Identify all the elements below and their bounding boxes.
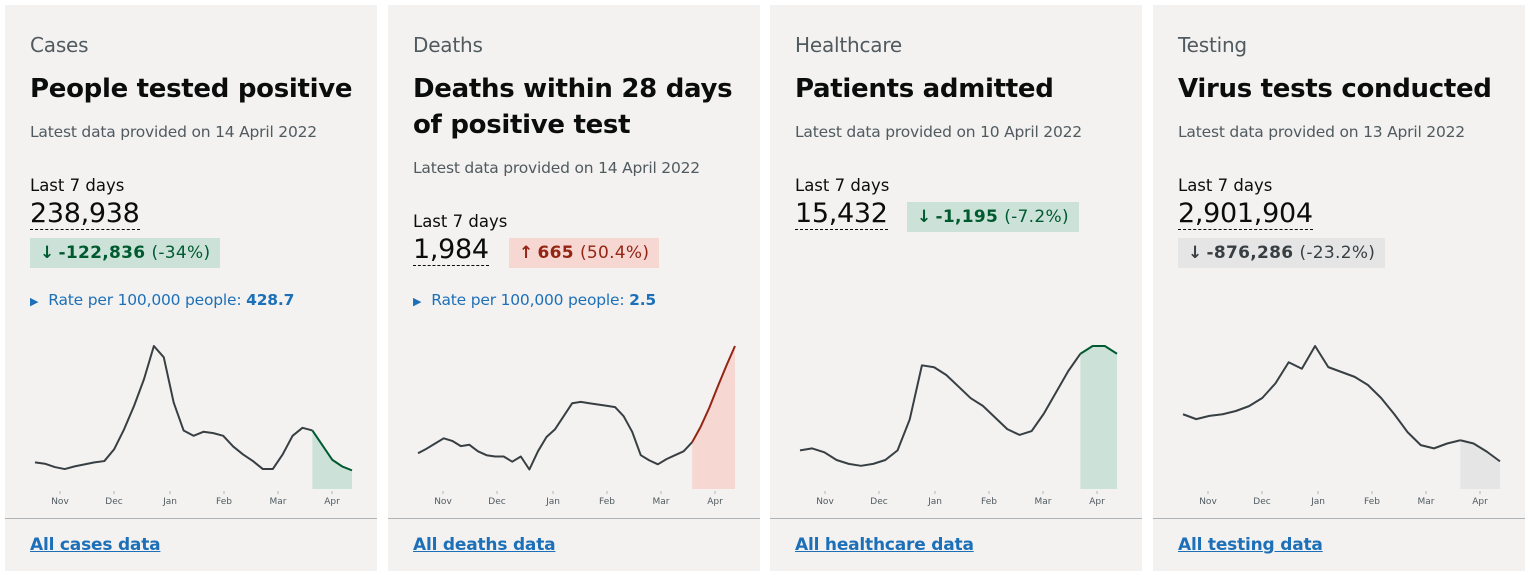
- change-percent: (50.4%): [579, 243, 650, 263]
- change-badge: ↓ -122,836 (-34%): [30, 238, 221, 268]
- x-tick-label: Jan: [1310, 497, 1325, 507]
- card-title[interactable]: Virus tests conducted: [1178, 74, 1492, 104]
- x-tick-label: Mar: [1418, 497, 1435, 507]
- all-testing-data-link[interactable]: All testing data: [1178, 535, 1323, 555]
- last-7-days-label: Last 7 days: [30, 176, 125, 195]
- x-tick-label: Dec: [488, 497, 505, 507]
- x-tick-label: Feb: [981, 497, 997, 507]
- x-tick-label: Dec: [870, 497, 887, 507]
- divider: [770, 518, 1142, 519]
- card-title[interactable]: Patients admitted: [795, 74, 1054, 104]
- card-cases: Cases People tested positive Latest data…: [5, 5, 377, 571]
- last-7-days-line: [1079, 345, 1118, 355]
- arrow-up-icon: ↑: [519, 243, 534, 263]
- card-caption: Cases: [30, 33, 89, 57]
- rate-toggle[interactable]: ▶ Rate per 100,000 people: 428.7: [30, 291, 294, 309]
- latest-data-text: Latest data provided on 14 April 2022: [30, 123, 317, 141]
- chart-cases: Nov Dec Jan Feb Mar Apr: [34, 345, 353, 507]
- card-caption: Deaths: [413, 33, 483, 57]
- x-tick-label: Feb: [216, 497, 232, 507]
- last-7-days-line: [691, 345, 736, 443]
- series-line: [417, 400, 693, 471]
- change-value: -122,836: [58, 243, 146, 263]
- card-healthcare: Healthcare Patients admitted Latest data…: [770, 5, 1142, 571]
- last-7-days-area: [1080, 346, 1117, 489]
- x-tick-label: Apr: [1472, 497, 1488, 507]
- chart-healthcare: Nov Dec Jan Feb Mar Apr: [799, 345, 1118, 507]
- arrow-down-icon: ↓: [40, 243, 55, 263]
- last-7-days-area: [312, 430, 352, 489]
- headline-value[interactable]: 1,984: [413, 234, 489, 266]
- last-7-days-label: Last 7 days: [413, 212, 508, 231]
- last-7-days-label: Last 7 days: [795, 176, 890, 195]
- x-tick-label: Mar: [270, 497, 287, 507]
- last-7-days-line: [311, 429, 353, 472]
- change-percent: (-34%): [151, 243, 211, 263]
- x-tick-label: Nov: [1199, 497, 1217, 507]
- card-testing: Testing Virus tests conducted Latest dat…: [1153, 5, 1525, 571]
- divider: [388, 518, 760, 519]
- card-title[interactable]: Deaths within 28 days of positive test: [413, 74, 733, 140]
- latest-data-text: Latest data provided on 14 April 2022: [413, 159, 700, 177]
- change-value: -1,195: [935, 207, 999, 227]
- x-tick-label: Nov: [51, 497, 69, 507]
- x-tick-label: Dec: [1253, 497, 1270, 507]
- x-tick-label: Jan: [162, 497, 177, 507]
- x-tick-label: Mar: [653, 497, 670, 507]
- change-percent: (-7.2%): [1004, 207, 1069, 227]
- series-line: [799, 353, 1082, 467]
- all-deaths-data-link[interactable]: All deaths data: [413, 535, 556, 555]
- change-percent: (-23.2%): [1299, 243, 1376, 263]
- x-tick-label: Apr: [707, 497, 723, 507]
- series-line: [34, 345, 313, 471]
- divider: [1153, 518, 1525, 519]
- chart-deaths: Nov Dec Jan Feb Mar Apr: [417, 345, 736, 507]
- x-tick-label: Nov: [434, 497, 452, 507]
- headline-value[interactable]: 238,938: [30, 198, 140, 230]
- card-title[interactable]: People tested positive: [30, 74, 353, 104]
- change-badge: ↓ -1,195 (-7.2%): [907, 202, 1079, 232]
- series-line: [1182, 345, 1461, 450]
- change-badge: ↓ -876,286 (-23.2%): [1178, 238, 1386, 268]
- last-7-days-area: [692, 346, 735, 489]
- latest-data-text: Latest data provided on 13 April 2022: [1178, 123, 1465, 141]
- latest-data-text: Latest data provided on 10 April 2022: [795, 123, 1082, 141]
- x-tick-label: Apr: [1089, 497, 1105, 507]
- last-7-days-line: [1460, 439, 1501, 463]
- all-healthcare-data-link[interactable]: All healthcare data: [795, 535, 974, 555]
- x-tick-label: Feb: [1364, 497, 1380, 507]
- rate-label: Rate per 100,000 people:: [48, 291, 242, 309]
- last-7-days-area: [1460, 440, 1500, 489]
- headline-value[interactable]: 15,432: [795, 198, 888, 230]
- x-tick-label: Feb: [599, 497, 615, 507]
- rate-label: Rate per 100,000 people:: [431, 291, 625, 309]
- triangle-right-icon: ▶: [30, 295, 39, 308]
- card-deaths: Deaths Deaths within 28 days of positive…: [388, 5, 760, 571]
- change-value: 665: [537, 243, 574, 263]
- rate-toggle[interactable]: ▶ Rate per 100,000 people: 2.5: [413, 291, 656, 309]
- change-badge: ↑ 665 (50.4%): [509, 238, 660, 268]
- x-tick-label: Jan: [545, 497, 560, 507]
- rate-value: 2.5: [629, 291, 656, 309]
- triangle-right-icon: ▶: [413, 295, 422, 308]
- last-7-days-label: Last 7 days: [1178, 176, 1273, 195]
- card-caption: Testing: [1178, 33, 1247, 57]
- arrow-down-icon: ↓: [1188, 243, 1203, 263]
- card-caption: Healthcare: [795, 33, 903, 57]
- divider: [5, 518, 377, 519]
- chart-testing: Nov Dec Jan Feb Mar Apr: [1182, 345, 1501, 507]
- rate-value: 428.7: [246, 291, 295, 309]
- x-tick-label: Dec: [105, 497, 122, 507]
- x-tick-label: Jan: [927, 497, 942, 507]
- x-tick-label: Mar: [1035, 497, 1052, 507]
- change-value: -876,286: [1206, 243, 1294, 263]
- arrow-down-icon: ↓: [917, 207, 932, 227]
- x-tick-label: Nov: [816, 497, 834, 507]
- headline-value[interactable]: 2,901,904: [1178, 198, 1313, 230]
- x-tick-label: Apr: [324, 497, 340, 507]
- all-cases-data-link[interactable]: All cases data: [30, 535, 161, 555]
